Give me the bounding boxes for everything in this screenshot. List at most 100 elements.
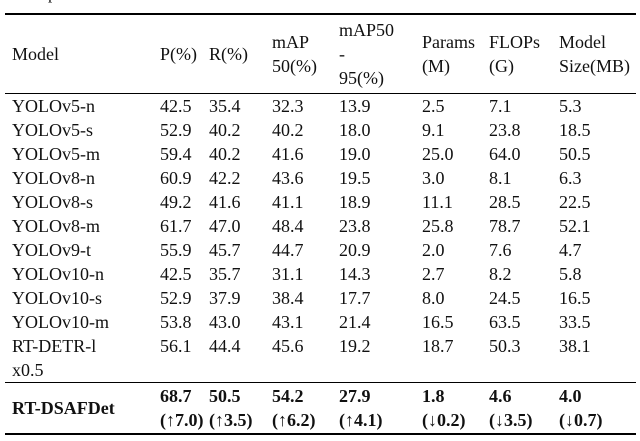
table-row: YOLOv5-s 52.9 40.2 40.2 18.0 9.1 23.8 18.5 (5, 118, 636, 142)
cell-size: 4.7 (559, 239, 582, 260)
cell-params: 8.0 (422, 287, 445, 308)
cell-size: 50.5 (559, 143, 591, 164)
best-value: 68.7 (160, 385, 192, 406)
cell-map50_95: 18.0 (339, 119, 371, 140)
cell-map50: 45.6 (272, 335, 304, 356)
header-row: Model P(%) R(%) mAP 50(%) mAP50 - 95(%) Param… (5, 14, 636, 94)
cell-r: 42.2 (209, 167, 241, 188)
results-table: Model P(%) R(%) mAP 50(%) mAP50 - 95(%) Param… (5, 13, 636, 435)
table-row: YOLOv5-n 42.5 35.4 32.3 13.9 2.5 7.1 5.3 (5, 93, 636, 118)
cell-map50_95: 19.2 (339, 335, 371, 356)
best-value: 50.5 (209, 385, 241, 406)
delta-value: (↑6.2) (272, 409, 316, 430)
column-header-flops: FLOPs (G) (487, 14, 557, 94)
cell-r: 35.7 (209, 263, 241, 284)
cell-map50: 41.1 (272, 191, 304, 212)
cell-map50_95: 19.0 (339, 143, 371, 164)
cell-map50: 48.4 (272, 215, 304, 236)
cell-size: 5.8 (559, 263, 582, 284)
cell-map50_95: 23.8 (339, 215, 371, 236)
cell-r: 40.2 (209, 143, 241, 164)
cell-flops: 64.0 (489, 143, 521, 164)
table-row: YOLOv10-n 42.5 35.7 31.1 14.3 2.7 8.2 5.8 (5, 262, 636, 286)
column-header-params: Params (M) (420, 14, 487, 94)
cell-params: 3.0 (422, 167, 445, 188)
model-name: RT-DSAFDet (5, 381, 158, 434)
cell-r: 40.2 (209, 119, 241, 140)
cell-size: 5.3 (559, 95, 582, 116)
cell-map50: 38.4 (272, 287, 304, 308)
best-value: 1.8 (422, 385, 445, 406)
cell-params: 1.8 (↓0.2) (420, 381, 487, 434)
cell-r: 45.7 (209, 239, 241, 260)
column-header-map50_95: mAP50 - 95(%) (337, 14, 420, 94)
delta-value: (↑4.1) (339, 409, 383, 430)
best-value: 54.2 (272, 385, 304, 406)
model-name: YOLOv10-s (12, 287, 102, 308)
cell-r: 44.4 (209, 335, 241, 356)
cell-params: 25.8 (422, 215, 454, 236)
cell-flops: 78.7 (489, 215, 521, 236)
caption-fragment: p (48, 0, 55, 4)
column-header-model: Model (5, 14, 158, 94)
cell-params: 2.7 (422, 263, 445, 284)
best-value: 27.9 (339, 385, 371, 406)
cell-r: 37.9 (209, 287, 241, 308)
cell-params: 18.7 (422, 335, 454, 356)
cell-p: 53.8 (160, 311, 192, 332)
delta-value: (↑3.5) (209, 409, 253, 430)
cell-flops: 8.1 (489, 167, 512, 188)
cell-params: 9.1 (422, 119, 445, 140)
cell-flops: 7.1 (489, 95, 512, 116)
model-name: YOLOv5-m (12, 143, 100, 164)
cell-size: 22.5 (559, 191, 591, 212)
delta-value: (↓3.5) (489, 409, 533, 430)
cell-p: 52.9 (160, 287, 192, 308)
cell-map50: 43.6 (272, 167, 304, 188)
model-name: YOLOv5-s (12, 119, 93, 140)
cell-map50: 41.6 (272, 143, 304, 164)
cell-p: 42.5 (160, 95, 192, 116)
cell-size: 16.5 (559, 287, 591, 308)
best-value: 4.0 (559, 385, 582, 406)
cell-flops: 50.3 (489, 335, 521, 356)
cell-r: 47.0 (209, 215, 241, 236)
highlight-body: RT-DSAFDet 68.7 (↑7.0) 50.5 (↑3.5) 54.2 (↑6.2)… (5, 381, 636, 434)
table-body: YOLOv5-n 42.5 35.4 32.3 13.9 2.5 7.1 5.3 YOLOv5-… (5, 93, 636, 382)
cell-flops: 28.5 (489, 191, 521, 212)
cell-p: 68.7 (↑7.0) (158, 381, 207, 434)
model-name: RT-DETR-l x0.5 (12, 335, 97, 380)
cell-map50: 40.2 (272, 119, 304, 140)
column-header-r: R(%) (207, 14, 270, 94)
cell-r: 35.4 (209, 95, 241, 116)
cell-map50_95: 13.9 (339, 95, 371, 116)
delta-value: (↓0.2) (422, 409, 466, 430)
cell-size: 33.5 (559, 311, 591, 332)
cell-r: 43.0 (209, 311, 241, 332)
table-row: YOLOv10-s 52.9 37.9 38.4 17.7 8.0 24.5 16.5 (5, 286, 636, 310)
cell-params: 2.0 (422, 239, 445, 260)
table-row: YOLOv8-s 49.2 41.6 41.1 18.9 11.1 28.5 22.5 (5, 190, 636, 214)
table-row: YOLOv8-n 60.9 42.2 43.6 19.5 3.0 8.1 6.3 (5, 166, 636, 190)
best-value: 4.6 (489, 385, 512, 406)
model-name: YOLOv10-m (12, 311, 109, 332)
table-row: RT-DETR-l x0.5 56.1 44.4 45.6 19.2 18.7 50.3 38… (5, 334, 636, 383)
column-header-size: Model Size(MB) (557, 14, 636, 94)
cell-size: 4.0 (↓0.7) (557, 381, 636, 434)
highlight-row: RT-DSAFDet 68.7 (↑7.0) 50.5 (↑3.5) 54.2 (↑6.2)… (5, 381, 636, 434)
model-name: YOLOv8-s (12, 191, 93, 212)
cell-p: 52.9 (160, 119, 192, 140)
model-name: YOLOv10-n (12, 263, 104, 284)
cell-r: 50.5 (↑3.5) (207, 381, 270, 434)
cell-p: 59.4 (160, 143, 192, 164)
cell-map50_95: 27.9 (↑4.1) (337, 381, 420, 434)
model-name: YOLOv8-m (12, 215, 100, 236)
cell-map50_95: 18.9 (339, 191, 371, 212)
cell-p: 42.5 (160, 263, 192, 284)
cell-flops: 24.5 (489, 287, 521, 308)
cell-p: 55.9 (160, 239, 192, 260)
model-name: YOLOv8-n (12, 167, 95, 188)
cell-p: 60.9 (160, 167, 192, 188)
cell-r: 41.6 (209, 191, 241, 212)
